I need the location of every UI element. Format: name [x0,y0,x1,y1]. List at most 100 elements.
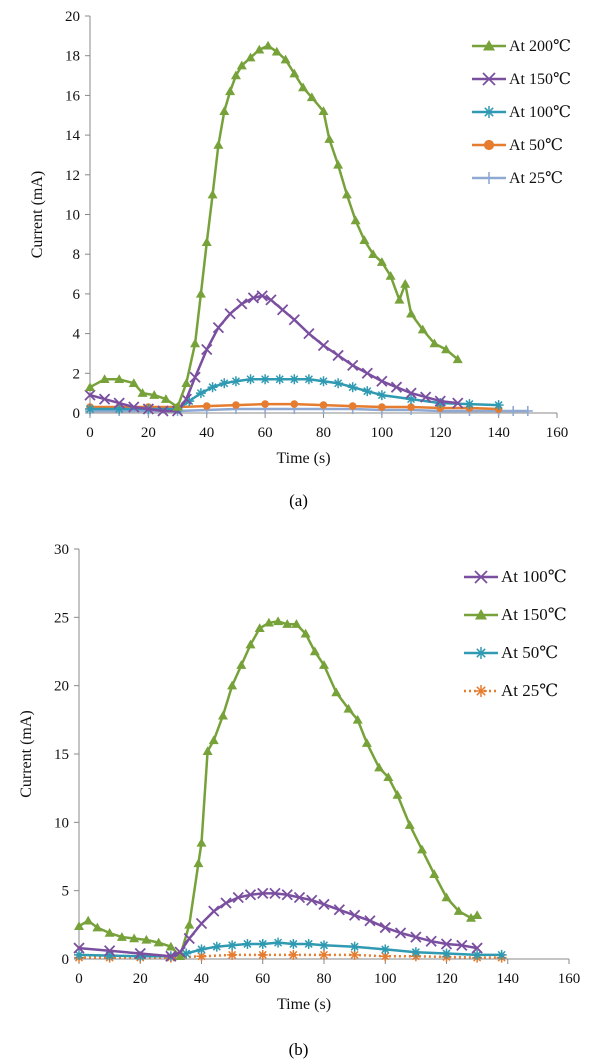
chart-b-point-at-100 [293,891,306,904]
chart-a-y-tick-label: 0 [73,406,81,422]
chart-a-point-at-150 [256,290,268,302]
chart-b-x-tick-label: 120 [435,971,458,987]
chart-b-point-at-100 [456,939,468,951]
chart-b-point-at-25 [319,949,329,960]
chart-b-legend-marker [475,609,487,620]
chart-a-point-at-200 [245,52,256,62]
chart-a-legend-item-at-100: At 100℃ [472,104,571,121]
chart-b-y-tick-label: 30 [54,542,69,558]
chart-a-point-at-100 [318,376,329,387]
chart-b-point-at-100 [333,904,345,916]
chart-b-x-tick-label: 160 [558,971,581,987]
chart-a-point-at-200 [441,344,452,354]
chart-a-legend-item-at-25: At 25℃ [472,170,563,187]
chart-a-point-at-200 [213,140,224,149]
chart-a-point-at-150 [236,298,248,310]
chart-a-point-at-150 [212,322,225,334]
chart-a-point-at-200 [341,189,352,199]
chart-a-point-at-150 [347,359,359,371]
chart-a-point-at-100 [85,404,95,415]
chart-b-y-tick-label: 25 [54,610,69,626]
chart-a-point-at-200 [254,44,265,54]
chart-b-series-at-100 [73,887,483,962]
chart-b-x-axis-label: Time (s) [277,996,331,1013]
chart-a-y-tick-label: 12 [65,168,80,184]
chart-b-point-at-150 [236,660,247,669]
chart-a-y-tick-label: 4 [73,327,81,343]
chart-b-legend-label: At 50℃ [501,643,558,662]
chart-b-point-at-150 [453,906,464,915]
chart-b-point-at-150 [116,932,127,941]
chart-b-y-tick-label: 5 [62,884,70,900]
chart-a-x-tick-label: 120 [429,425,452,441]
chart-a-legend-item-at-50: At 50℃ [472,137,563,154]
chart-b-point-at-100 [134,947,146,960]
chart-b-point-at-100 [183,932,195,945]
chart-a-point-at-200 [368,249,379,258]
chart-a-x-tick-label: 80 [316,425,331,441]
chart-b-point-at-100 [73,942,85,954]
chart-a-legend-label: At 25℃ [509,170,563,187]
chart-b-point-at-50 [211,941,222,952]
chart-b-point-at-150 [153,937,164,947]
chart-a-point-at-200 [298,82,309,92]
chart-a-point-at-200 [429,338,440,348]
chart-a-point-at-200 [236,60,247,70]
chart-b-point-at-100 [103,945,116,957]
chart-a-point-at-150 [420,391,432,403]
chart-a-x-tick-label: 140 [487,425,510,441]
chart-b-x-tick-label: 0 [75,971,83,987]
chart-a-point-at-200 [85,382,95,391]
chart-b-point-at-50 [380,944,391,955]
chart-a-y-tick-label: 20 [65,9,80,25]
chart-b-point-at-150 [227,680,238,690]
chart-b-point-at-150 [208,735,219,745]
chart-b-point-at-50 [472,949,483,960]
chart-b-point-at-50 [227,940,238,951]
chart-b-series-at-150 [74,616,483,961]
chart-b-point-at-150 [129,933,140,943]
chart-b-point-at-150 [193,858,204,868]
chart-a-point-at-200 [225,86,236,96]
caption-a: (a) [289,491,308,510]
chart-a-x-tick-label: 60 [258,425,273,441]
chart-a-point-at-100 [362,386,373,397]
chart-b-point-at-150 [92,922,103,932]
chart-b-point-at-150 [392,790,403,799]
chart-b-point-at-150 [263,617,274,627]
chart-b-point-at-150 [245,639,256,649]
chart-a-point-at-100 [493,400,504,411]
chart-a-point-at-150 [303,327,315,340]
chart-a-legend-marker [483,139,495,151]
chart-a-point-at-150 [376,375,388,387]
chart-a-x-axis-label: Time (s) [276,450,330,467]
chart-b-point-at-150 [319,660,329,669]
chart-a-point-at-200 [230,70,241,80]
chart-a-point-at-150 [157,405,169,417]
chart-b-point-at-150 [184,919,195,929]
chart-a-point-at-100 [207,382,218,393]
chart-a-point-at-200 [289,68,300,78]
chart-a-point-at-100 [406,394,417,405]
chart-a-point-at-100 [230,376,241,387]
chart-b-point-at-150 [196,837,207,847]
chart-a-point-at-50 [348,402,357,410]
chart-a-point-at-150 [452,397,464,409]
chart-b-legend-item-at-150: At 150℃ [464,605,567,624]
chart-a-point-at-100 [333,378,344,389]
chart-b-point-at-150 [331,687,342,697]
chart-b-point-at-150 [466,913,476,922]
chart-a-x-tick-label: 160 [546,425,569,441]
chart-a-x-tick-label: 40 [199,425,214,441]
chart-a-point-at-150 [189,371,201,383]
chart-b-point-at-25 [257,949,268,960]
chart-a-series-at-100 [85,374,504,415]
chart-b-point-at-50 [410,947,421,958]
chart-a-y-tick-label: 6 [73,287,81,303]
chart-b-point-at-150 [104,928,115,937]
chart-b-point-at-50 [441,948,452,959]
chart-a-y-tick-label: 8 [73,247,81,263]
chart-b-point-at-150 [291,619,302,628]
chart-a-point-at-200 [149,390,160,399]
chart-a-point-at-150 [277,304,289,316]
